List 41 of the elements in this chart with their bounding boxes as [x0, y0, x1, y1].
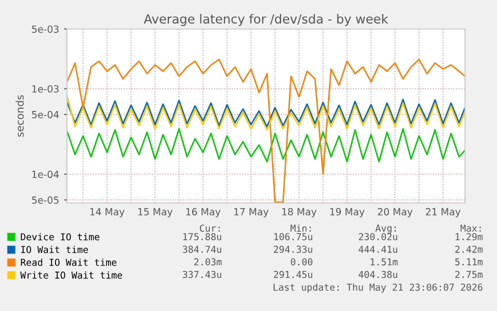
text: Max: [460, 224, 481, 232]
text: 2.42m [455, 246, 483, 253]
text: Cur: [200, 224, 220, 232]
text: 1.29m [456, 233, 483, 240]
x-tick-label: 20 May [378, 208, 412, 218]
text: 106.75u [274, 233, 312, 240]
text: 2.03m [194, 258, 222, 266]
line-series [67, 128, 465, 162]
legend-label: Device IO time [20, 233, 100, 240]
chart-title: Average latency for /dev/sda - by week [144, 14, 388, 26]
text: 175.88u [183, 233, 222, 240]
y-tick-label: 5e-05 [32, 196, 59, 204]
y-tick-label: 1e-04 [32, 170, 59, 178]
text: 1.51m [370, 258, 398, 266]
y-tick-label: 1e-03 [32, 85, 59, 93]
x-tick-label: 14 May [90, 208, 124, 218]
x-tick-label: 16 May [186, 208, 220, 218]
x-tick-label: 19 May [330, 208, 364, 218]
text: 384.74u [182, 246, 222, 253]
text: 230.02u [358, 233, 398, 240]
text: 5.11m [455, 258, 483, 266]
x-tick-label: 15 May [138, 208, 172, 218]
text: 0.00 [290, 258, 312, 266]
y-tick-label: 5e-04 [32, 110, 59, 118]
text: 444.41u [358, 246, 398, 253]
text: Avg: [375, 224, 396, 234]
x-tick-label: 17 May [234, 208, 268, 218]
x-tick-label: 21 May [426, 208, 460, 218]
text: 404.38u [358, 270, 398, 278]
text: 291.45u [274, 270, 312, 278]
text: Last update: Thu May 21 23:06:07 2026 [274, 283, 482, 293]
y-axis-title: seconds [16, 95, 24, 137]
x-tick-label: 18 May [282, 208, 316, 218]
text: 2.75m [455, 270, 483, 278]
y-tick-label: 5e-03 [32, 25, 59, 33]
text: 337.43u [182, 270, 222, 278]
text: 294.33u [274, 246, 312, 253]
legend-label: Write IO Wait time [20, 271, 122, 279]
legend-label: IO Wait time [21, 246, 88, 254]
text: Min: [290, 224, 311, 232]
legend-label: Read IO Wait time [20, 258, 116, 266]
